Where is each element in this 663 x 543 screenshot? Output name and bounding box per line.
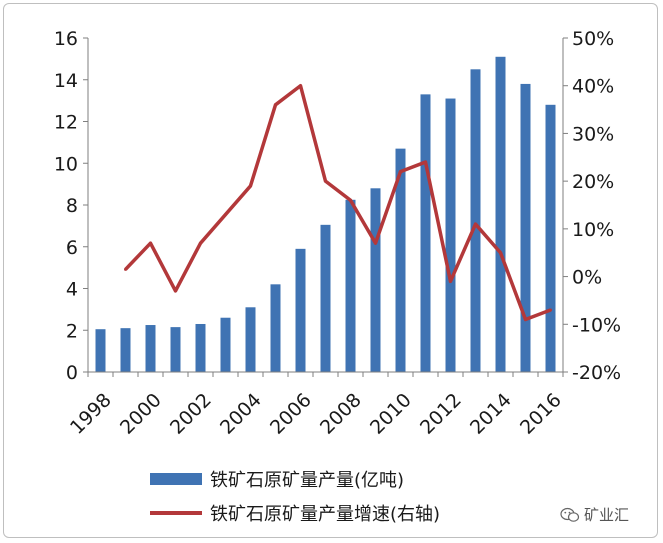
line-point xyxy=(549,308,552,312)
bar xyxy=(120,328,131,372)
line-point xyxy=(199,241,202,245)
x-tick-label: 2004 xyxy=(216,389,266,439)
line-point xyxy=(449,279,452,283)
line-point xyxy=(324,179,327,183)
x-tick-label: 2000 xyxy=(116,389,166,439)
growth-line xyxy=(124,83,552,322)
watermark: 矿业汇 xyxy=(560,504,629,525)
y-right-tick-label: 50% xyxy=(572,28,614,50)
line-point xyxy=(374,241,377,245)
legend-bar-label: 铁矿石原矿量产量(亿吨) xyxy=(210,470,405,491)
bar xyxy=(495,56,506,372)
x-tick-label: 2008 xyxy=(316,389,366,439)
bar xyxy=(170,327,181,372)
y-right-tick-label: 30% xyxy=(572,123,614,145)
bar xyxy=(320,224,331,372)
line-point xyxy=(224,213,227,217)
x-tick-label: 1998 xyxy=(66,389,116,439)
x-tick-label: 2014 xyxy=(466,389,516,439)
bar xyxy=(520,83,531,373)
y-left-tick-label: 2 xyxy=(66,320,78,342)
y-right-tick-label: 20% xyxy=(572,171,614,193)
y-left-tick-label: 16 xyxy=(54,28,78,50)
y-left-tick-label: 6 xyxy=(66,237,78,259)
y-right-tick-label: 40% xyxy=(572,76,614,98)
y-left-tick-label: 14 xyxy=(54,70,78,92)
legend-item-line: 铁矿石原矿量产量增速(右轴) xyxy=(150,500,440,526)
line-point xyxy=(524,318,527,322)
bar xyxy=(370,188,381,372)
y-right-tick-label: -10% xyxy=(572,314,621,336)
bar xyxy=(445,98,456,372)
bar xyxy=(95,329,106,372)
line-point xyxy=(249,184,252,188)
bar xyxy=(295,248,306,372)
y-left-tick-label: 10 xyxy=(54,153,78,175)
bar xyxy=(470,69,481,372)
line-point xyxy=(424,160,427,164)
y-left-tick-label: 12 xyxy=(54,112,78,134)
line-point xyxy=(299,84,302,88)
y-left-tick-label: 4 xyxy=(66,279,78,301)
line-point xyxy=(349,198,352,202)
bar xyxy=(145,325,156,372)
bar xyxy=(395,148,406,372)
bar xyxy=(545,104,556,373)
x-tick-label: 2006 xyxy=(266,389,316,439)
line-point xyxy=(149,241,152,245)
line-point xyxy=(174,289,177,293)
bar xyxy=(420,94,431,373)
legend-line-label: 铁矿石原矿量产量增速(右轴) xyxy=(210,504,441,525)
y-left-tick-label: 8 xyxy=(66,195,78,217)
y-left-tick-label: 0 xyxy=(66,362,78,384)
chart: 0 2 4 6 8 10 12 14 16 -20% -10% 0% 10% 20% 30% 40% 50% 19… xyxy=(54,28,621,439)
line-point xyxy=(499,251,502,255)
y-right-tick-label: -20% xyxy=(572,362,621,384)
chart-frame xyxy=(3,3,658,538)
wechat-icon xyxy=(560,507,580,522)
legend-line-swatch xyxy=(150,511,202,515)
line-point xyxy=(274,103,277,107)
bar xyxy=(195,323,206,372)
legend-bar-swatch xyxy=(150,473,202,485)
bar xyxy=(345,199,356,372)
y-right-tick-label: 0% xyxy=(572,267,602,289)
line-point xyxy=(474,222,477,226)
x-tick-label: 2016 xyxy=(516,389,566,439)
line-point xyxy=(124,267,127,271)
x-tick-label: 2012 xyxy=(416,389,466,439)
legend-item-bar: 铁矿石原矿量产量(亿吨) xyxy=(150,466,404,492)
y-right-tick-label: 10% xyxy=(572,219,614,241)
bar xyxy=(270,284,281,372)
bar xyxy=(220,317,231,372)
bar xyxy=(245,307,256,372)
x-tick-label: 2010 xyxy=(366,389,416,439)
watermark-text: 矿业汇 xyxy=(584,506,630,524)
x-tick-label: 2002 xyxy=(166,389,216,439)
line-point xyxy=(399,170,402,174)
